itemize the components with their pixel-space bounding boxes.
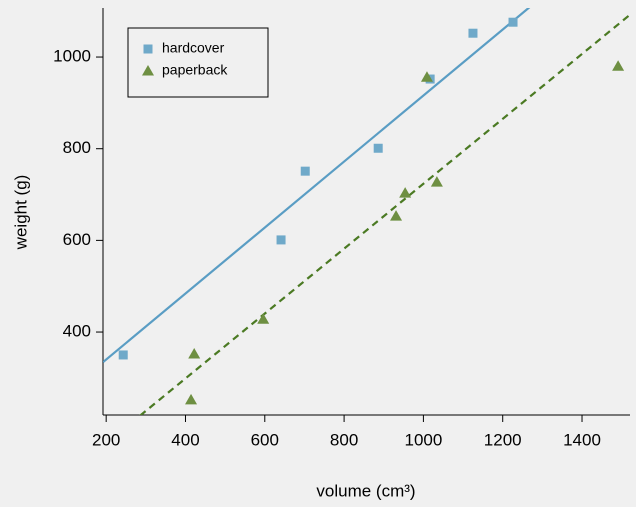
legend-marker — [142, 65, 154, 76]
x-tick-label: 400 — [171, 430, 199, 449]
x-tick-label: 1400 — [563, 430, 601, 449]
point — [373, 143, 383, 153]
point — [300, 166, 310, 176]
fit-line — [139, 13, 630, 415]
plot-area — [103, 8, 630, 415]
point — [118, 350, 128, 360]
legend-label: hardcover — [162, 40, 225, 56]
point — [430, 176, 443, 187]
legend-label: paperback — [162, 62, 228, 78]
legend-box — [127, 27, 269, 98]
fit-line — [103, 8, 531, 364]
x-tick-label: 1000 — [404, 430, 442, 449]
point — [185, 393, 198, 405]
point — [188, 348, 201, 359]
point — [420, 71, 433, 82]
y-tick-label: 800 — [63, 138, 91, 157]
x-tick-label: 200 — [92, 430, 120, 449]
legend: hardcover paperback — [127, 27, 269, 98]
x-tick-label: 600 — [251, 430, 279, 449]
y-tick-label: 1000 — [53, 47, 91, 66]
point — [508, 17, 518, 27]
point — [468, 28, 478, 38]
point — [612, 60, 625, 71]
y-axis-label: weight (g) — [11, 175, 30, 251]
point — [390, 210, 403, 221]
point — [399, 187, 412, 198]
x-axis-label: volume (cm³) — [316, 481, 415, 500]
legend-marker — [143, 44, 153, 54]
x-tick-label: 1200 — [484, 430, 522, 449]
x-tick-label: 800 — [330, 430, 358, 449]
y-tick-label: 600 — [63, 230, 91, 249]
point — [257, 313, 270, 324]
y-tick-label: 400 — [63, 322, 91, 341]
point — [276, 235, 286, 245]
